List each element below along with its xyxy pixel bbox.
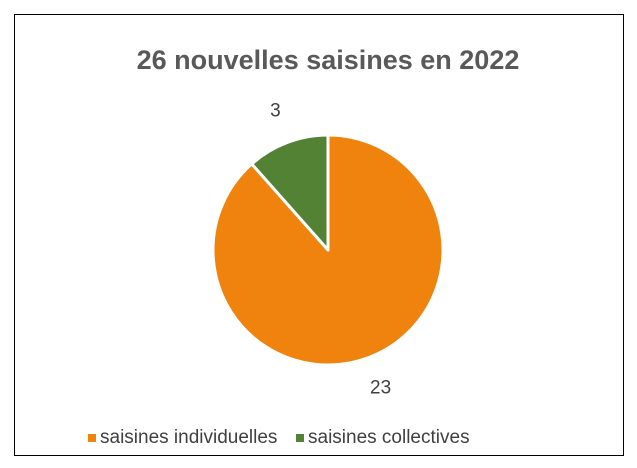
legend-swatch bbox=[296, 434, 304, 442]
data-label: 3 bbox=[270, 100, 281, 121]
pie-slice bbox=[250, 133, 330, 252]
legend-label: saisines collectives bbox=[308, 427, 470, 448]
legend-swatch bbox=[88, 434, 96, 442]
data-label: 23 bbox=[370, 378, 391, 399]
legend-label: saisines individuelles bbox=[100, 427, 277, 448]
chart-title: 26 nouvelles saisines en 2022 bbox=[137, 45, 520, 75]
